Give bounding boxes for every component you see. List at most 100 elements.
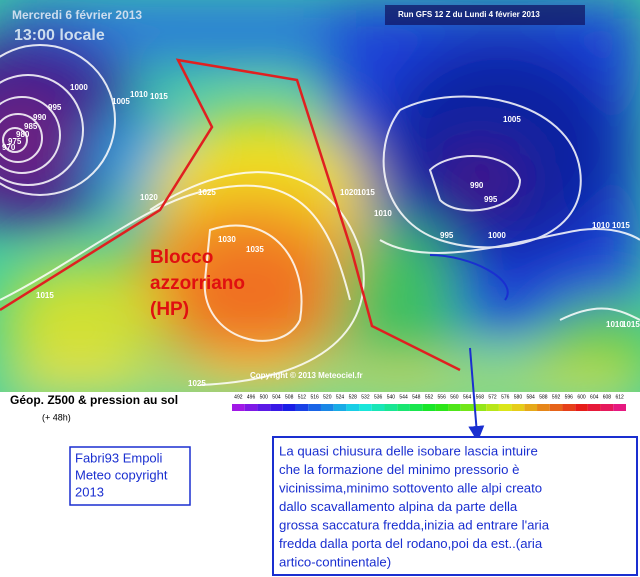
- time: 13:00 locale: [14, 27, 105, 44]
- comment-box: [272, 436, 638, 576]
- author-text: Fabri93 Empoli Meteo copyright 2013: [75, 450, 168, 499]
- scale-cell: [549, 404, 563, 411]
- isobar-label: 1015: [150, 92, 168, 101]
- scale-label: 552: [425, 394, 434, 400]
- scale-cell: [486, 404, 499, 411]
- isobar-label: 1030: [218, 235, 236, 244]
- scale-label: 504: [272, 394, 281, 400]
- isobar-label: 970: [2, 143, 16, 152]
- scale-label: 580: [514, 394, 523, 400]
- arrow: [468, 347, 485, 442]
- scale-label: 532: [361, 394, 370, 400]
- scale-cell: [613, 404, 626, 411]
- scale-label: 608: [603, 394, 612, 400]
- isobar-label: 1010: [374, 209, 392, 218]
- isobar-label: 1000: [488, 231, 506, 240]
- isobar-label: 985: [24, 122, 38, 131]
- scale-cell: [524, 404, 538, 411]
- color-scale: 492 496 500 504 508 512 516 520 524 528 532 536 540 5…: [232, 394, 626, 411]
- author-box: [69, 446, 191, 506]
- scale-cell: [257, 404, 271, 411]
- isobar-label: 1015: [357, 188, 375, 197]
- isobar-label: 1025: [188, 379, 206, 388]
- copyright: Copyright © 2013 Meteociel.fr: [250, 371, 363, 380]
- isobar-label: 1025: [198, 188, 216, 197]
- scale-label: 536: [374, 394, 383, 400]
- scale-label: 604: [590, 394, 599, 400]
- scale-cell: [587, 404, 601, 411]
- isobar-label: 1020: [340, 188, 358, 197]
- isobar-label: 1015: [36, 291, 54, 300]
- scale-cell: [435, 404, 449, 411]
- isobar-label: 1010: [606, 320, 624, 329]
- date: Mercredi 6 février 2013: [12, 8, 142, 22]
- scale-cell: [422, 404, 436, 411]
- scale-label: 600: [577, 394, 586, 400]
- scale-label: 516: [310, 394, 319, 400]
- comment-line: La quasi chiusura delle isobare lascia i…: [279, 443, 538, 458]
- author-line: Fabri93 Empoli: [75, 450, 163, 465]
- isobar-label: 1015: [622, 320, 640, 329]
- isobar-label: 990: [33, 113, 47, 122]
- scale-cell: [308, 404, 321, 411]
- scale-cell: [346, 404, 360, 411]
- isobar-label: 1000: [70, 83, 88, 92]
- isobar-label: 1010: [130, 90, 148, 99]
- comment-line: fredda dalla porta del rodano,poi da est…: [279, 536, 543, 551]
- scale-label: 588: [539, 394, 548, 400]
- isobar-label: 1020: [140, 193, 158, 202]
- scale-label: 572: [488, 394, 497, 400]
- isobar-label: 975: [8, 137, 22, 146]
- scale-cell: [511, 404, 525, 411]
- scale-label: 584: [527, 394, 536, 400]
- isobar-label: 1005: [112, 97, 130, 106]
- isobar-label: 995: [484, 195, 498, 204]
- scale-cell: [498, 404, 512, 411]
- scale-label: 596: [565, 394, 574, 400]
- scale-label: 500: [260, 394, 269, 400]
- scale-cell: [448, 404, 461, 411]
- scale-label: 492: [234, 394, 243, 400]
- scale-label: 508: [285, 394, 294, 400]
- scale-cell: [232, 404, 245, 411]
- isobar-label: 990: [470, 181, 484, 190]
- scale-cell: [384, 404, 398, 411]
- comment-text: La quasi chiusura delle isobare lascia i…: [279, 443, 550, 569]
- isobar-label: 1005: [503, 115, 521, 124]
- scale-cell: [371, 404, 385, 411]
- scale-label: 496: [247, 394, 256, 400]
- comment-line: grossa saccatura fredda,inizia ad entrar…: [279, 517, 550, 532]
- annotation-line: Blocco: [150, 247, 213, 268]
- scale-cell: [575, 404, 588, 411]
- isobar-label: 1015: [612, 221, 630, 230]
- legend-lead: (+ 48h): [42, 412, 71, 422]
- scale-label: 612: [615, 394, 624, 400]
- scale-label: 592: [552, 394, 561, 400]
- run-bg: [385, 5, 585, 25]
- isobar-label: 995: [48, 103, 62, 112]
- scale-cell: [270, 404, 283, 411]
- scale-label: 556: [438, 394, 447, 400]
- scale-label: 512: [298, 394, 307, 400]
- run-info: Run GFS 12 Z du Lundi 4 février 2013: [398, 10, 540, 19]
- scale-cell: [473, 404, 487, 411]
- comment-line: che la formazione del minimo pressorio è: [279, 462, 519, 477]
- scale-cell: [409, 404, 423, 411]
- scale-label: 560: [450, 394, 459, 400]
- author-line: Meteo copyright: [75, 467, 168, 482]
- scale-label: 540: [387, 394, 396, 400]
- annotation-line: (HP): [150, 299, 189, 320]
- isobar-label: 995: [440, 231, 454, 240]
- scale-cell: [333, 404, 347, 411]
- scale-cell: [600, 404, 614, 411]
- scale-label: 568: [476, 394, 485, 400]
- isobar-label: 980: [16, 130, 30, 139]
- legend-title: Géop. Z500 & pression au sol: [10, 393, 178, 407]
- scale-cell: [244, 404, 258, 411]
- scale-cell: [397, 404, 410, 411]
- scale-label: 548: [412, 394, 421, 400]
- comment-line: dallo scavallamento alpina da parte dell…: [279, 499, 518, 514]
